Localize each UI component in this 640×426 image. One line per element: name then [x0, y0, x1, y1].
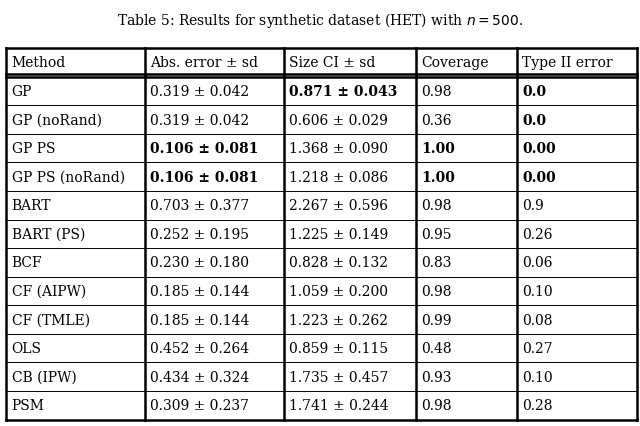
- Text: 1.059 ± 0.200: 1.059 ± 0.200: [289, 284, 388, 298]
- Text: Method: Method: [12, 56, 66, 70]
- Text: 1.00: 1.00: [421, 142, 455, 156]
- Text: 1.741 ± 0.244: 1.741 ± 0.244: [289, 398, 388, 412]
- Text: 0.83: 0.83: [421, 256, 452, 270]
- Text: 0.252 ± 0.195: 0.252 ± 0.195: [150, 227, 249, 241]
- Text: 0.99: 0.99: [421, 313, 452, 327]
- Text: BART (PS): BART (PS): [12, 227, 85, 241]
- Text: CF (AIPW): CF (AIPW): [12, 284, 86, 298]
- Text: 0.98: 0.98: [421, 398, 452, 412]
- Text: 0.9: 0.9: [522, 199, 544, 213]
- Text: Size CI ± sd: Size CI ± sd: [289, 56, 375, 70]
- Text: Type II error: Type II error: [522, 56, 612, 70]
- Text: 0.319 ± 0.042: 0.319 ± 0.042: [150, 85, 250, 99]
- Text: Abs. error ± sd: Abs. error ± sd: [150, 56, 258, 70]
- Text: OLS: OLS: [12, 341, 42, 355]
- Text: 1.368 ± 0.090: 1.368 ± 0.090: [289, 142, 388, 156]
- Text: 0.452 ± 0.264: 0.452 ± 0.264: [150, 341, 250, 355]
- Text: Table 5: Results for synthetic dataset (HET) with $n = 500$.: Table 5: Results for synthetic dataset (…: [117, 11, 523, 29]
- Text: CB (IPW): CB (IPW): [12, 370, 76, 384]
- Text: 0.319 ± 0.042: 0.319 ± 0.042: [150, 113, 250, 127]
- Text: 0.859 ± 0.115: 0.859 ± 0.115: [289, 341, 388, 355]
- Text: 0.08: 0.08: [522, 313, 553, 327]
- Text: 0.26: 0.26: [522, 227, 553, 241]
- Text: CF (TMLE): CF (TMLE): [12, 313, 90, 327]
- Text: 1.225 ± 0.149: 1.225 ± 0.149: [289, 227, 388, 241]
- Text: 0.28: 0.28: [522, 398, 553, 412]
- Text: 0.00: 0.00: [522, 170, 556, 184]
- Text: 0.434 ± 0.324: 0.434 ± 0.324: [150, 370, 250, 384]
- Text: 0.98: 0.98: [421, 85, 452, 99]
- Text: 0.106 ± 0.081: 0.106 ± 0.081: [150, 170, 259, 184]
- Text: 0.98: 0.98: [421, 199, 452, 213]
- Text: 0.309 ± 0.237: 0.309 ± 0.237: [150, 398, 249, 412]
- Text: 0.185 ± 0.144: 0.185 ± 0.144: [150, 313, 250, 327]
- Text: 1.223 ± 0.262: 1.223 ± 0.262: [289, 313, 388, 327]
- Text: 0.828 ± 0.132: 0.828 ± 0.132: [289, 256, 388, 270]
- Text: 0.98: 0.98: [421, 284, 452, 298]
- Text: 0.871 ± 0.043: 0.871 ± 0.043: [289, 85, 397, 99]
- Text: GP (noRand): GP (noRand): [12, 113, 102, 127]
- Text: 0.06: 0.06: [522, 256, 553, 270]
- Text: 0.10: 0.10: [522, 284, 553, 298]
- Text: GP: GP: [12, 85, 32, 99]
- Text: BART: BART: [12, 199, 51, 213]
- Text: 0.0: 0.0: [522, 113, 547, 127]
- Text: 0.230 ± 0.180: 0.230 ± 0.180: [150, 256, 249, 270]
- Text: 0.106 ± 0.081: 0.106 ± 0.081: [150, 142, 259, 156]
- Text: 0.00: 0.00: [522, 142, 556, 156]
- Text: 0.185 ± 0.144: 0.185 ± 0.144: [150, 284, 250, 298]
- Text: 0.27: 0.27: [522, 341, 553, 355]
- Text: 2.267 ± 0.596: 2.267 ± 0.596: [289, 199, 388, 213]
- Text: BCF: BCF: [12, 256, 42, 270]
- Text: 0.36: 0.36: [421, 113, 452, 127]
- Text: 0.48: 0.48: [421, 341, 452, 355]
- Text: GP PS (noRand): GP PS (noRand): [12, 170, 125, 184]
- Text: 0.93: 0.93: [421, 370, 452, 384]
- Text: 0.703 ± 0.377: 0.703 ± 0.377: [150, 199, 250, 213]
- Text: 0.606 ± 0.029: 0.606 ± 0.029: [289, 113, 388, 127]
- Text: 1.218 ± 0.086: 1.218 ± 0.086: [289, 170, 388, 184]
- Text: 1.735 ± 0.457: 1.735 ± 0.457: [289, 370, 388, 384]
- Text: GP PS: GP PS: [12, 142, 55, 156]
- Text: 0.95: 0.95: [421, 227, 452, 241]
- Text: 0.10: 0.10: [522, 370, 553, 384]
- Text: PSM: PSM: [12, 398, 44, 412]
- Text: 1.00: 1.00: [421, 170, 455, 184]
- Text: 0.0: 0.0: [522, 85, 547, 99]
- Text: Coverage: Coverage: [421, 56, 489, 70]
